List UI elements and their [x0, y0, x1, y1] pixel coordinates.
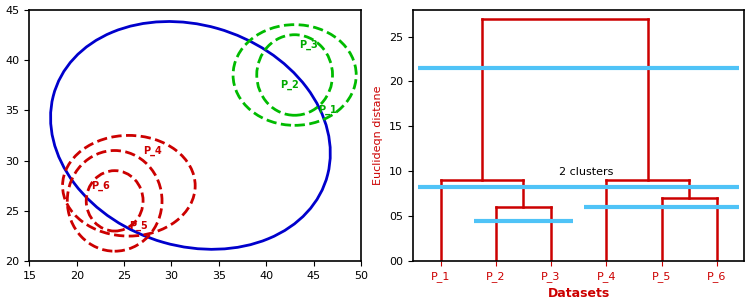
Y-axis label: Euclideqn distane: Euclideqn distane [374, 86, 383, 185]
Text: P_4: P_4 [143, 145, 162, 156]
Text: P_3: P_3 [299, 40, 318, 50]
X-axis label: Datasets: Datasets [548, 287, 610, 300]
Text: P_5: P_5 [129, 221, 148, 231]
Text: P_6: P_6 [91, 181, 110, 191]
Text: P_1: P_1 [318, 105, 337, 115]
Text: P_2: P_2 [280, 80, 299, 90]
Text: 2 clusters: 2 clusters [560, 167, 614, 177]
